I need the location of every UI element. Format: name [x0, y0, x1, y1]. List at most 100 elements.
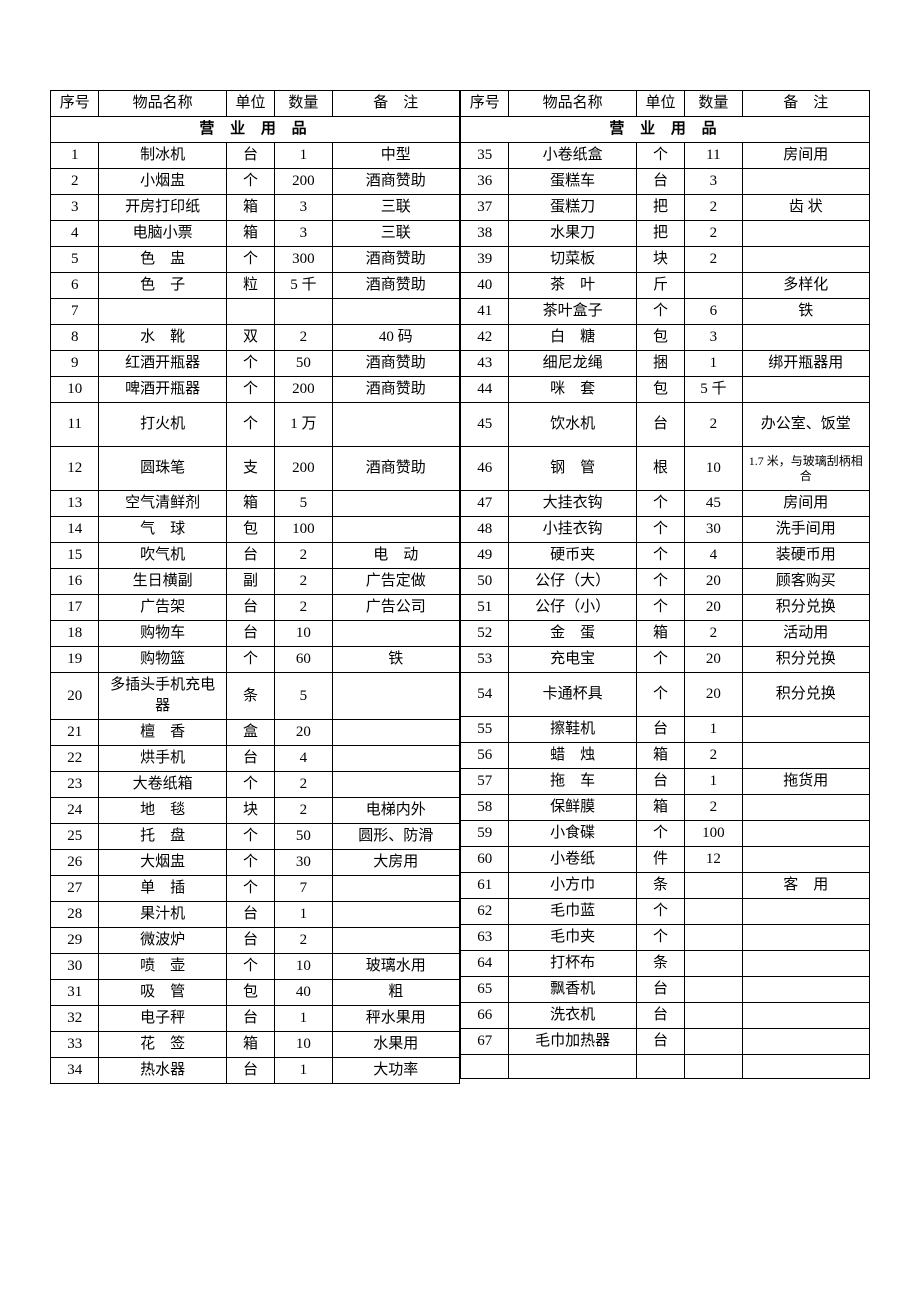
cell-qty: 6	[685, 299, 742, 325]
cell-qty: 5	[275, 491, 332, 517]
cell-note	[332, 403, 459, 447]
cell-unit: 箱	[226, 1032, 274, 1058]
table-row: 12圆珠笔支200酒商赞助	[51, 447, 460, 491]
table-row: 55擦鞋机台1	[461, 717, 870, 743]
cell-name: 小方巾	[509, 873, 636, 899]
cell-unit: 个	[636, 673, 684, 717]
cell-unit: 个	[636, 517, 684, 543]
cell-qty: 1 万	[275, 403, 332, 447]
cell-unit: 个	[226, 824, 274, 850]
cell-note	[742, 1003, 869, 1029]
cell-name: 茶 叶	[509, 273, 636, 299]
table-row: 58保鲜膜箱2	[461, 795, 870, 821]
table-row: 14气 球包100	[51, 517, 460, 543]
cell-qty: 12	[685, 847, 742, 873]
cell-name: 大烟盅	[99, 850, 226, 876]
cell-name: 公仔（小）	[509, 595, 636, 621]
cell-name: 钢 管	[509, 447, 636, 491]
cell-unit: 盒	[226, 720, 274, 746]
cell-name: 硬币夹	[509, 543, 636, 569]
cell-seq: 64	[461, 951, 509, 977]
cell-note: 电 动	[332, 543, 459, 569]
cell-name: 红酒开瓶器	[99, 351, 226, 377]
cell-note	[332, 902, 459, 928]
cell-name: 保鲜膜	[509, 795, 636, 821]
cell-note: 广告定做	[332, 569, 459, 595]
table-container: 序号 物品名称 单位 数量 备 注 营 业 用 品 1制冰机台1中型2小烟盅个2…	[50, 90, 870, 1084]
cell-seq: 15	[51, 543, 99, 569]
cell-qty: 3	[275, 195, 332, 221]
table-row: 17广告架台2广告公司	[51, 595, 460, 621]
cell-name: 打杯布	[509, 951, 636, 977]
cell-seq: 61	[461, 873, 509, 899]
cell-qty: 20	[685, 673, 742, 717]
table-row: 62毛巾蓝个	[461, 899, 870, 925]
table-row: 64打杯布条	[461, 951, 870, 977]
table-row: 66洗衣机台	[461, 1003, 870, 1029]
cell-name	[509, 1055, 636, 1079]
col-qty: 数量	[685, 91, 742, 117]
cell-note: 电梯内外	[332, 798, 459, 824]
cell-unit: 箱	[636, 795, 684, 821]
cell-note: 秤水果用	[332, 1006, 459, 1032]
cell-name: 细尼龙绳	[509, 351, 636, 377]
cell-unit: 台	[226, 595, 274, 621]
cell-unit: 个	[226, 954, 274, 980]
table-row: 61小方巾条客 用	[461, 873, 870, 899]
col-name: 物品名称	[509, 91, 636, 117]
cell-name: 生日横副	[99, 569, 226, 595]
cell-seq: 29	[51, 928, 99, 954]
cell-seq: 24	[51, 798, 99, 824]
cell-qty	[685, 951, 742, 977]
col-name: 物品名称	[99, 91, 226, 117]
table-row: 57拖 车台1拖货用	[461, 769, 870, 795]
cell-unit: 个	[226, 247, 274, 273]
cell-seq: 67	[461, 1029, 509, 1055]
cell-name: 毛巾加热器	[509, 1029, 636, 1055]
cell-name: 购物车	[99, 621, 226, 647]
cell-seq: 41	[461, 299, 509, 325]
cell-qty: 1	[685, 351, 742, 377]
table-row: 65飘香机台	[461, 977, 870, 1003]
section-row: 营 业 用 品	[461, 117, 870, 143]
cell-qty: 2	[275, 798, 332, 824]
cell-unit: 副	[226, 569, 274, 595]
table-row: 20多插头手机充电器条5	[51, 673, 460, 720]
right-body: 35小卷纸盒个11房间用36蛋糕车台337蛋糕刀把2齿 状38水果刀把239切菜…	[461, 143, 870, 1079]
cell-seq: 18	[51, 621, 99, 647]
table-row: 53充电宝个20积分兑换	[461, 647, 870, 673]
cell-unit: 斤	[636, 273, 684, 299]
cell-unit: 台	[226, 746, 274, 772]
cell-note: 酒商赞助	[332, 447, 459, 491]
cell-unit: 把	[636, 221, 684, 247]
table-row: 32电子秤台1秤水果用	[51, 1006, 460, 1032]
cell-name: 拖 车	[509, 769, 636, 795]
right-table-wrap: 序号 物品名称 单位 数量 备 注 营 业 用 品 35小卷纸盒个11房间用36…	[460, 90, 870, 1084]
cell-name: 托 盘	[99, 824, 226, 850]
cell-qty: 4	[275, 746, 332, 772]
cell-unit	[226, 299, 274, 325]
cell-name: 广告架	[99, 595, 226, 621]
cell-name: 檀 香	[99, 720, 226, 746]
cell-name: 烘手机	[99, 746, 226, 772]
cell-qty: 60	[275, 647, 332, 673]
table-row	[461, 1055, 870, 1079]
cell-qty	[685, 1029, 742, 1055]
cell-seq: 20	[51, 673, 99, 720]
col-unit: 单位	[636, 91, 684, 117]
table-row: 50公仔（大）个20顾客购买	[461, 569, 870, 595]
cell-unit: 个	[636, 569, 684, 595]
cell-unit: 个	[226, 351, 274, 377]
cell-note: 拖货用	[742, 769, 869, 795]
table-row: 27单 插个7	[51, 876, 460, 902]
cell-seq: 6	[51, 273, 99, 299]
cell-seq: 58	[461, 795, 509, 821]
cell-name: 小卷纸盒	[509, 143, 636, 169]
cell-name: 擦鞋机	[509, 717, 636, 743]
cell-qty: 45	[685, 491, 742, 517]
cell-note: 多样化	[742, 273, 869, 299]
cell-unit: 台	[226, 928, 274, 954]
table-row: 3开房打印纸箱3三联	[51, 195, 460, 221]
cell-name: 小挂衣钩	[509, 517, 636, 543]
cell-qty: 50	[275, 351, 332, 377]
